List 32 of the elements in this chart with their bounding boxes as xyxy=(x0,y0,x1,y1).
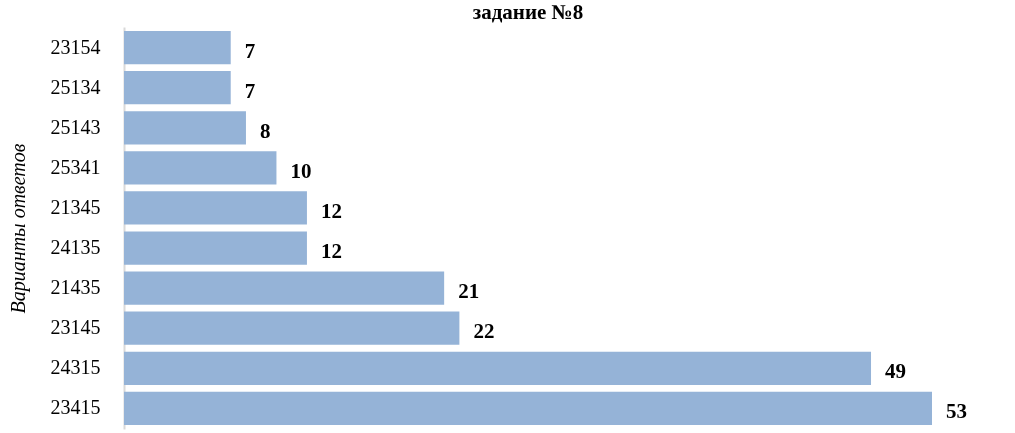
chart-title: задание №8 xyxy=(472,0,584,24)
data-label: 7 xyxy=(244,78,256,103)
y-tick-label: 25341 xyxy=(50,155,101,178)
bar xyxy=(124,351,872,385)
data-label: 7 xyxy=(244,38,256,63)
y-tick-label: 23415 xyxy=(50,396,101,419)
y-tick-label: 25143 xyxy=(50,115,101,138)
bar xyxy=(124,391,932,425)
data-label: 22 xyxy=(473,319,495,344)
data-label: 8 xyxy=(259,118,271,143)
data-label: 49 xyxy=(885,359,907,384)
bar xyxy=(124,31,231,65)
data-label: 53 xyxy=(946,399,967,424)
bar xyxy=(124,111,246,145)
bar xyxy=(124,271,445,305)
bar xyxy=(124,151,277,185)
y-tick-label: 23154 xyxy=(50,35,101,58)
y-tick-label: 24315 xyxy=(50,356,101,379)
y-tick-label: 24135 xyxy=(50,236,101,259)
data-label: 12 xyxy=(320,239,342,264)
y-tick-label: 21435 xyxy=(50,276,101,299)
y-tick-label: 23145 xyxy=(50,316,101,339)
y-tick-label: 25134 xyxy=(50,75,101,98)
data-label: 21 xyxy=(458,279,480,304)
bar xyxy=(124,311,460,345)
bar xyxy=(124,71,231,105)
bar xyxy=(124,231,307,265)
y-tick-label: 21345 xyxy=(50,195,101,218)
y-axis-title: Варианты ответов xyxy=(6,143,30,314)
bar xyxy=(124,191,307,225)
data-label: 10 xyxy=(290,158,312,183)
data-label: 12 xyxy=(320,198,342,223)
